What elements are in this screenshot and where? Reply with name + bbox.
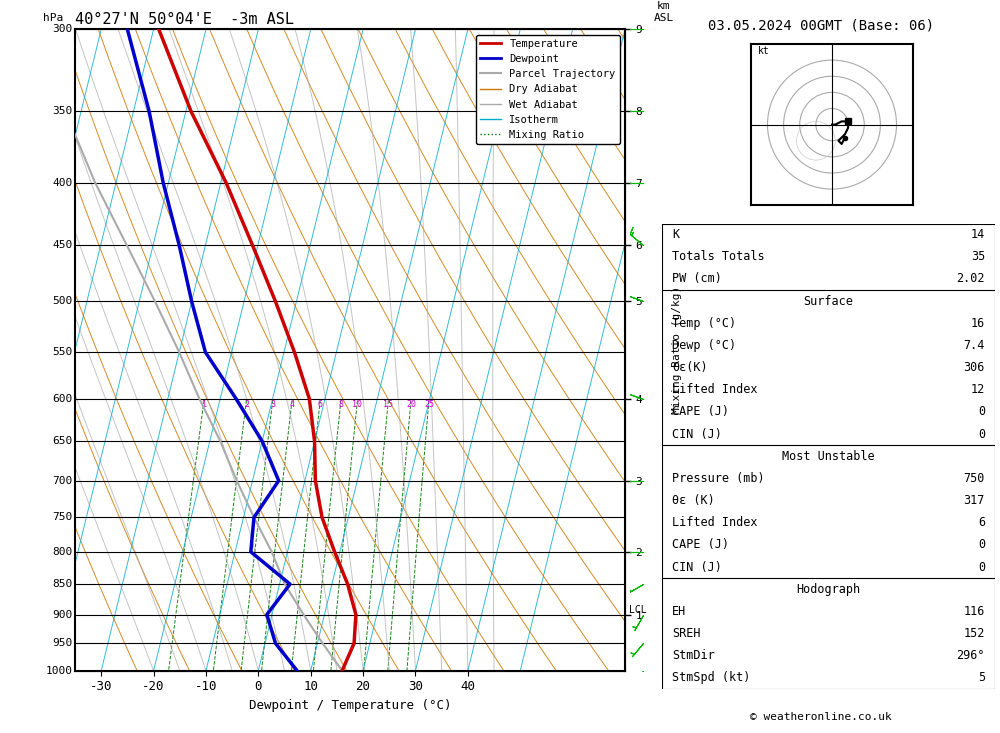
Text: CIN (J): CIN (J) [672,427,722,441]
Text: hPa: hPa [43,13,63,23]
Text: 2.02: 2.02 [957,273,985,285]
Text: 900: 900 [52,610,72,619]
Text: 25: 25 [424,400,434,409]
Text: 20: 20 [406,400,416,409]
Text: 3: 3 [270,400,275,409]
Text: EH: EH [672,605,686,618]
Text: 7.4: 7.4 [964,339,985,352]
Text: kt: kt [758,45,770,56]
Text: 950: 950 [52,638,72,649]
Text: 0: 0 [978,539,985,551]
Text: 1: 1 [202,400,207,409]
Text: 0: 0 [978,561,985,574]
Text: 750: 750 [52,512,72,523]
Text: StmDir: StmDir [672,649,715,663]
Text: 12: 12 [971,383,985,397]
Text: 350: 350 [52,106,72,117]
Text: 03.05.2024 00GMT (Base: 06): 03.05.2024 00GMT (Base: 06) [708,18,934,32]
Text: 550: 550 [52,347,72,357]
Text: 6: 6 [978,516,985,529]
Text: 650: 650 [52,436,72,446]
Text: 116: 116 [964,605,985,618]
Text: 600: 600 [52,394,72,404]
Text: 296°: 296° [957,649,985,663]
Text: © weatheronline.co.uk: © weatheronline.co.uk [750,712,892,722]
Text: θε (K): θε (K) [672,494,715,507]
Text: 2: 2 [244,400,249,409]
Text: Dewp (°C): Dewp (°C) [672,339,736,352]
Text: PW (cm): PW (cm) [672,273,722,285]
Text: 6: 6 [318,400,323,409]
Text: 1000: 1000 [45,666,72,676]
Text: LCL: LCL [629,605,647,616]
Text: Lifted Index: Lifted Index [672,516,757,529]
Text: 5: 5 [978,671,985,685]
Text: 152: 152 [964,627,985,640]
Text: 16: 16 [971,317,985,330]
Text: 700: 700 [52,476,72,486]
Text: 8: 8 [338,400,343,409]
Text: 300: 300 [52,24,72,34]
Text: 500: 500 [52,296,72,306]
Text: 35: 35 [971,250,985,263]
Text: 800: 800 [52,547,72,557]
Text: 317: 317 [964,494,985,507]
Text: Surface: Surface [804,295,853,308]
Legend: Temperature, Dewpoint, Parcel Trajectory, Dry Adiabat, Wet Adiabat, Isotherm, Mi: Temperature, Dewpoint, Parcel Trajectory… [476,34,620,144]
X-axis label: Dewpoint / Temperature (°C): Dewpoint / Temperature (°C) [249,699,451,712]
Text: 40°27'N 50°04'E  -3m ASL: 40°27'N 50°04'E -3m ASL [75,12,294,27]
Text: 850: 850 [52,579,72,589]
Text: km
ASL: km ASL [653,1,674,23]
Text: StmSpd (kt): StmSpd (kt) [672,671,750,685]
Text: 450: 450 [52,240,72,250]
Text: Lifted Index: Lifted Index [672,383,757,397]
Text: SREH: SREH [672,627,700,640]
Text: 10: 10 [352,400,362,409]
Text: 750: 750 [964,472,985,485]
Text: CAPE (J): CAPE (J) [672,539,729,551]
Text: 0: 0 [978,427,985,441]
Text: Totals Totals: Totals Totals [672,250,765,263]
Text: 4: 4 [290,400,295,409]
Text: 400: 400 [52,177,72,188]
Text: 15: 15 [383,400,393,409]
Text: CIN (J): CIN (J) [672,561,722,574]
Text: Most Unstable: Most Unstable [782,450,875,463]
Text: K: K [672,228,679,241]
Text: 0: 0 [978,405,985,419]
Text: Hodograph: Hodograph [796,583,861,596]
Text: Temp (°C): Temp (°C) [672,317,736,330]
Text: 14: 14 [971,228,985,241]
Text: θε(K): θε(K) [672,361,708,374]
Text: Mixing Ratio (g/kg): Mixing Ratio (g/kg) [672,286,682,414]
Text: CAPE (J): CAPE (J) [672,405,729,419]
Text: Pressure (mb): Pressure (mb) [672,472,765,485]
Text: 306: 306 [964,361,985,374]
